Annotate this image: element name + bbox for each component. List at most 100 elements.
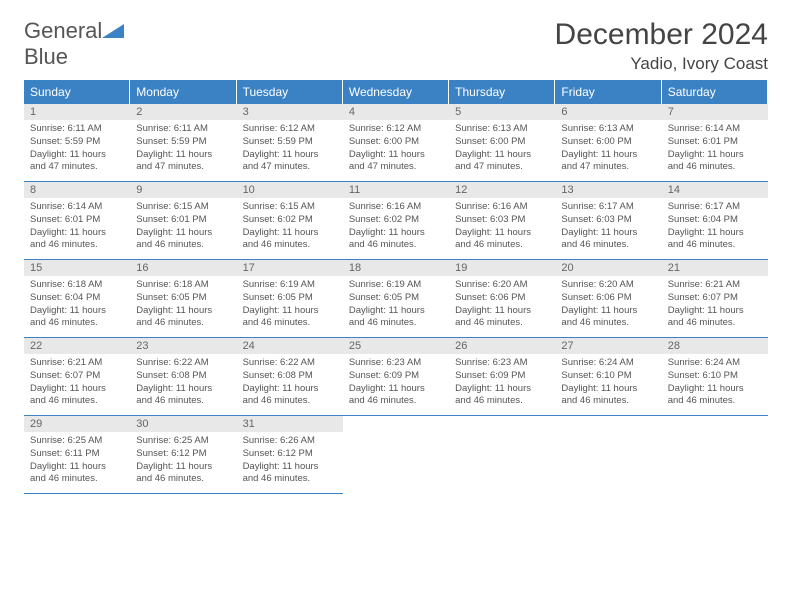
cell-body: Sunrise: 6:11 AMSunset: 5:59 PMDaylight:… [130, 120, 236, 180]
cell-body: Sunrise: 6:13 AMSunset: 6:00 PMDaylight:… [555, 120, 661, 180]
day-number: 11 [343, 182, 449, 198]
day-number: 3 [237, 104, 343, 120]
day-number: 29 [24, 416, 130, 432]
day-number: 21 [662, 260, 768, 276]
calendar-cell [449, 416, 555, 494]
month-title: December 2024 [555, 18, 768, 52]
day-number: 23 [130, 338, 236, 354]
cell-body: Sunrise: 6:16 AMSunset: 6:02 PMDaylight:… [343, 198, 449, 258]
calendar-cell: 17Sunrise: 6:19 AMSunset: 6:05 PMDayligh… [237, 260, 343, 338]
cell-body: Sunrise: 6:25 AMSunset: 6:12 PMDaylight:… [130, 432, 236, 492]
day-header: Friday [555, 80, 661, 104]
calendar-cell: 9Sunrise: 6:15 AMSunset: 6:01 PMDaylight… [130, 182, 236, 260]
day-header: Saturday [662, 80, 768, 104]
calendar-cell [662, 416, 768, 494]
calendar-cell: 28Sunrise: 6:24 AMSunset: 6:10 PMDayligh… [662, 338, 768, 416]
calendar-cell: 3Sunrise: 6:12 AMSunset: 5:59 PMDaylight… [237, 104, 343, 182]
day-number: 12 [449, 182, 555, 198]
calendar-cell: 1Sunrise: 6:11 AMSunset: 5:59 PMDaylight… [24, 104, 130, 182]
day-number: 13 [555, 182, 661, 198]
cell-body: Sunrise: 6:21 AMSunset: 6:07 PMDaylight:… [662, 276, 768, 336]
cell-body: Sunrise: 6:20 AMSunset: 6:06 PMDaylight:… [555, 276, 661, 336]
cell-body: Sunrise: 6:15 AMSunset: 6:01 PMDaylight:… [130, 198, 236, 258]
cell-body: Sunrise: 6:12 AMSunset: 5:59 PMDaylight:… [237, 120, 343, 180]
cell-body: Sunrise: 6:18 AMSunset: 6:04 PMDaylight:… [24, 276, 130, 336]
cell-body: Sunrise: 6:23 AMSunset: 6:09 PMDaylight:… [343, 354, 449, 414]
day-number: 15 [24, 260, 130, 276]
day-header: Wednesday [343, 80, 449, 104]
cell-body: Sunrise: 6:24 AMSunset: 6:10 PMDaylight:… [555, 354, 661, 414]
cell-body: Sunrise: 6:26 AMSunset: 6:12 PMDaylight:… [237, 432, 343, 492]
day-number: 17 [237, 260, 343, 276]
brand-word1: General [24, 18, 102, 43]
cell-body: Sunrise: 6:13 AMSunset: 6:00 PMDaylight:… [449, 120, 555, 180]
day-number: 16 [130, 260, 236, 276]
calendar-grid: SundayMondayTuesdayWednesdayThursdayFrid… [24, 80, 768, 494]
calendar-cell: 13Sunrise: 6:17 AMSunset: 6:03 PMDayligh… [555, 182, 661, 260]
cell-body: Sunrise: 6:16 AMSunset: 6:03 PMDaylight:… [449, 198, 555, 258]
cell-body: Sunrise: 6:17 AMSunset: 6:04 PMDaylight:… [662, 198, 768, 258]
cell-body: Sunrise: 6:22 AMSunset: 6:08 PMDaylight:… [130, 354, 236, 414]
calendar-cell: 18Sunrise: 6:19 AMSunset: 6:05 PMDayligh… [343, 260, 449, 338]
calendar-cell: 8Sunrise: 6:14 AMSunset: 6:01 PMDaylight… [24, 182, 130, 260]
day-number: 19 [449, 260, 555, 276]
calendar-cell: 30Sunrise: 6:25 AMSunset: 6:12 PMDayligh… [130, 416, 236, 494]
cell-body: Sunrise: 6:20 AMSunset: 6:06 PMDaylight:… [449, 276, 555, 336]
day-number: 30 [130, 416, 236, 432]
cell-body: Sunrise: 6:24 AMSunset: 6:10 PMDaylight:… [662, 354, 768, 414]
day-number: 7 [662, 104, 768, 120]
calendar-cell: 27Sunrise: 6:24 AMSunset: 6:10 PMDayligh… [555, 338, 661, 416]
day-number: 18 [343, 260, 449, 276]
calendar-cell: 22Sunrise: 6:21 AMSunset: 6:07 PMDayligh… [24, 338, 130, 416]
calendar-cell: 7Sunrise: 6:14 AMSunset: 6:01 PMDaylight… [662, 104, 768, 182]
calendar-cell: 14Sunrise: 6:17 AMSunset: 6:04 PMDayligh… [662, 182, 768, 260]
day-number: 25 [343, 338, 449, 354]
cell-body: Sunrise: 6:18 AMSunset: 6:05 PMDaylight:… [130, 276, 236, 336]
calendar-cell: 11Sunrise: 6:16 AMSunset: 6:02 PMDayligh… [343, 182, 449, 260]
cell-body: Sunrise: 6:11 AMSunset: 5:59 PMDaylight:… [24, 120, 130, 180]
day-number: 31 [237, 416, 343, 432]
day-header: Sunday [24, 80, 130, 104]
day-header: Thursday [449, 80, 555, 104]
calendar-cell: 12Sunrise: 6:16 AMSunset: 6:03 PMDayligh… [449, 182, 555, 260]
cell-body: Sunrise: 6:17 AMSunset: 6:03 PMDaylight:… [555, 198, 661, 258]
location: Yadio, Ivory Coast [555, 54, 768, 74]
calendar-cell: 20Sunrise: 6:20 AMSunset: 6:06 PMDayligh… [555, 260, 661, 338]
day-header: Tuesday [237, 80, 343, 104]
calendar-cell [343, 416, 449, 494]
day-number: 4 [343, 104, 449, 120]
calendar-cell: 19Sunrise: 6:20 AMSunset: 6:06 PMDayligh… [449, 260, 555, 338]
triangle-icon [102, 22, 124, 43]
cell-body: Sunrise: 6:19 AMSunset: 6:05 PMDaylight:… [343, 276, 449, 336]
day-number: 24 [237, 338, 343, 354]
calendar-cell: 16Sunrise: 6:18 AMSunset: 6:05 PMDayligh… [130, 260, 236, 338]
day-header: Monday [130, 80, 236, 104]
calendar-cell: 29Sunrise: 6:25 AMSunset: 6:11 PMDayligh… [24, 416, 130, 494]
calendar-cell: 24Sunrise: 6:22 AMSunset: 6:08 PMDayligh… [237, 338, 343, 416]
day-number: 26 [449, 338, 555, 354]
cell-body: Sunrise: 6:19 AMSunset: 6:05 PMDaylight:… [237, 276, 343, 336]
cell-body: Sunrise: 6:22 AMSunset: 6:08 PMDaylight:… [237, 354, 343, 414]
calendar-cell: 2Sunrise: 6:11 AMSunset: 5:59 PMDaylight… [130, 104, 236, 182]
day-number: 22 [24, 338, 130, 354]
day-number: 6 [555, 104, 661, 120]
calendar-cell: 25Sunrise: 6:23 AMSunset: 6:09 PMDayligh… [343, 338, 449, 416]
calendar-cell: 23Sunrise: 6:22 AMSunset: 6:08 PMDayligh… [130, 338, 236, 416]
calendar-cell [555, 416, 661, 494]
calendar-cell: 15Sunrise: 6:18 AMSunset: 6:04 PMDayligh… [24, 260, 130, 338]
brand-logo: General Blue [24, 18, 124, 70]
day-number: 10 [237, 182, 343, 198]
day-number: 27 [555, 338, 661, 354]
day-number: 5 [449, 104, 555, 120]
cell-body: Sunrise: 6:21 AMSunset: 6:07 PMDaylight:… [24, 354, 130, 414]
calendar-cell: 4Sunrise: 6:12 AMSunset: 6:00 PMDaylight… [343, 104, 449, 182]
day-number: 1 [24, 104, 130, 120]
calendar-cell: 6Sunrise: 6:13 AMSunset: 6:00 PMDaylight… [555, 104, 661, 182]
day-number: 2 [130, 104, 236, 120]
cell-body: Sunrise: 6:15 AMSunset: 6:02 PMDaylight:… [237, 198, 343, 258]
cell-body: Sunrise: 6:25 AMSunset: 6:11 PMDaylight:… [24, 432, 130, 492]
header: General Blue December 2024 Yadio, Ivory … [24, 18, 768, 74]
day-number: 14 [662, 182, 768, 198]
cell-body: Sunrise: 6:23 AMSunset: 6:09 PMDaylight:… [449, 354, 555, 414]
day-number: 20 [555, 260, 661, 276]
